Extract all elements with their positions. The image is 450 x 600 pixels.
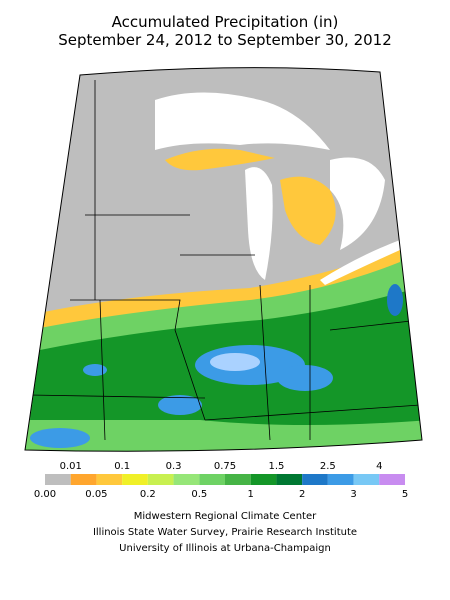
legend-swatch (147, 474, 174, 485)
lake-huron (330, 157, 385, 250)
legend-label: 0.01 (60, 461, 82, 472)
legend-swatch (302, 474, 328, 485)
lake-michigan (245, 167, 273, 280)
legend-label: 2 (299, 489, 305, 500)
legend-label: 0.05 (85, 489, 107, 500)
map-blob (158, 395, 202, 415)
lake-erie (320, 240, 400, 285)
legend-swatch (379, 474, 405, 485)
legend-swatch (225, 474, 251, 485)
legend-swatch (96, 474, 123, 485)
legend-swatch (327, 474, 354, 485)
legend: 0.01 0.1 0.3 0.75 1.5 2.5 4 0.00 0.05 0.2 0.5 1 2 3 5 (34, 461, 408, 500)
lake-superior (155, 92, 330, 150)
legend-swatch (70, 474, 97, 485)
legend-label: 2.5 (320, 461, 336, 472)
map-blob (30, 428, 90, 448)
title-line: Accumulated Precipitation (in) (112, 13, 339, 31)
credit-line: Midwestern Regional Climate Center (134, 511, 317, 522)
map-blob (210, 353, 260, 371)
legend-swatch (173, 474, 200, 485)
map-blob (277, 365, 333, 391)
title-line: September 24, 2012 to September 30, 2012 (58, 31, 392, 49)
legend-swatch (250, 474, 277, 485)
legend-swatch (199, 474, 225, 485)
legend-swatch (122, 474, 148, 485)
legend-label: 0.3 (166, 461, 182, 472)
legend-label: 0.5 (191, 489, 207, 500)
map-band (30, 248, 400, 330)
legend-label: 3 (350, 489, 356, 500)
legend-label: 0.00 (34, 489, 56, 500)
credit-line: University of Illinois at Urbana-Champai… (119, 543, 331, 554)
credit-line: Illinois State Water Survey, Prairie Res… (93, 527, 357, 538)
map-blob (387, 284, 403, 316)
legend-swatch (353, 474, 380, 485)
map (24, 67, 423, 452)
map-frame (24, 67, 423, 452)
legend-swatch (276, 474, 303, 485)
legend-label: 1.5 (268, 461, 284, 472)
legend-swatch (45, 474, 71, 485)
map-blob (83, 364, 107, 376)
legend-label: 4 (376, 461, 382, 472)
legend-label: 0.1 (114, 461, 130, 472)
legend-label: 5 (402, 489, 408, 500)
map-band (165, 148, 275, 171)
legend-label: 0.2 (140, 489, 156, 500)
legend-label: 0.75 (214, 461, 236, 472)
legend-label: 1 (248, 489, 254, 500)
map-band (280, 176, 336, 245)
borders (29, 80, 421, 441)
